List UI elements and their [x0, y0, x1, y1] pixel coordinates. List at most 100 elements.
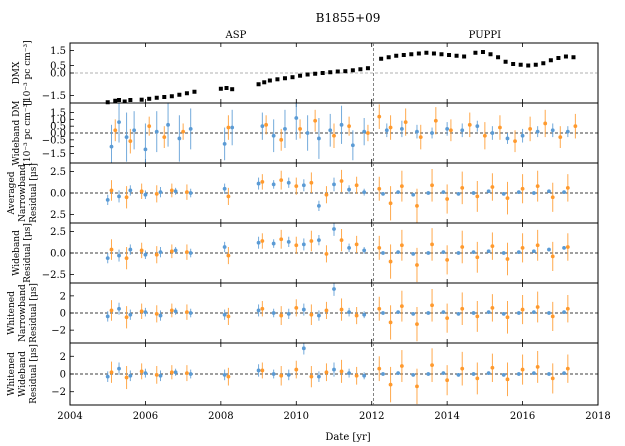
y-tick-label: 2	[60, 352, 66, 363]
series-narrowband	[109, 289, 570, 342]
data-point	[384, 128, 389, 133]
data-point	[260, 239, 265, 243]
y-axis-label: Residual [μs]	[23, 223, 33, 283]
panel-averaged-narrowband-residual: 2.5 0.0 2.5 Averaged Narrowband Residual [μs]	[7, 162, 599, 224]
series-wideband	[105, 283, 566, 322]
data-point	[339, 369, 344, 374]
y-axis-label: Averaged	[7, 171, 17, 215]
data-point	[139, 97, 144, 102]
data-point	[424, 50, 429, 55]
series-narrowband	[109, 169, 570, 223]
data-point	[173, 189, 178, 194]
data-point	[441, 310, 446, 315]
panel-whitened-wideband-residual: 2 0 −2 Whitened Wideband Residual [μs]	[7, 342, 599, 406]
data-point	[113, 128, 118, 133]
data-point	[535, 243, 540, 248]
data-point	[547, 247, 551, 252]
data-point	[226, 314, 231, 319]
data-point	[460, 185, 465, 190]
data-point	[490, 244, 495, 249]
data-point	[362, 312, 367, 317]
data-point	[192, 89, 197, 94]
data-point	[460, 128, 465, 133]
data-point	[456, 311, 461, 316]
data-point	[490, 365, 495, 370]
data-point	[460, 245, 465, 249]
data-point	[298, 127, 302, 131]
data-point	[501, 191, 506, 196]
data-point	[309, 374, 314, 379]
data-point	[475, 194, 480, 199]
data-point	[317, 136, 321, 141]
data-point	[565, 185, 570, 190]
data-point	[366, 131, 370, 135]
data-point	[169, 94, 174, 99]
data-point	[262, 80, 267, 85]
data-point	[471, 250, 476, 255]
y-tick-label: 0.0	[50, 69, 66, 80]
data-point	[565, 306, 570, 311]
data-point	[381, 191, 385, 196]
data-point	[222, 312, 227, 317]
data-point	[226, 125, 231, 130]
data-point	[505, 136, 510, 141]
y-tick-label: 0	[60, 370, 66, 381]
y-axis-label: Wideband	[12, 230, 22, 276]
data-point	[550, 195, 555, 200]
data-point	[358, 67, 363, 72]
y-tick-label: 0.5	[50, 61, 66, 72]
data-point	[128, 188, 133, 193]
data-point	[320, 71, 325, 75]
data-point	[377, 186, 382, 191]
data-point	[169, 249, 174, 254]
series-wideband	[105, 223, 566, 264]
data-point	[226, 194, 231, 199]
data-point	[399, 243, 404, 248]
data-point	[332, 287, 336, 291]
data-point	[173, 248, 178, 253]
y-axis-label: Whitened	[7, 352, 17, 396]
era-label-asp: ASP	[225, 30, 247, 41]
data-point	[324, 192, 329, 197]
data-point	[154, 129, 159, 134]
data-point	[430, 242, 434, 247]
data-point	[184, 91, 189, 96]
data-point	[426, 372, 431, 376]
data-point	[511, 62, 516, 66]
data-point	[313, 118, 318, 123]
data-point	[563, 54, 568, 59]
chart-title: B1855+09	[316, 11, 381, 25]
data-point	[154, 311, 159, 316]
data-point	[418, 135, 423, 139]
data-point	[305, 131, 310, 135]
data-point	[290, 75, 295, 80]
data-point	[230, 87, 235, 92]
data-point	[445, 197, 450, 201]
data-point	[399, 304, 404, 309]
data-point	[188, 251, 193, 255]
data-point	[516, 372, 521, 376]
data-point	[486, 249, 491, 254]
data-point	[256, 181, 261, 186]
data-point	[548, 58, 553, 63]
data-point	[520, 186, 525, 191]
data-point	[562, 190, 566, 195]
data-point	[271, 182, 276, 187]
data-point	[547, 189, 551, 194]
data-point	[520, 133, 525, 138]
panel-frame	[69, 42, 599, 104]
data-point	[154, 191, 159, 196]
data-point	[430, 183, 434, 188]
data-point	[513, 139, 517, 144]
data-point	[294, 367, 299, 372]
data-point	[399, 127, 404, 131]
y-tick-label: 0.5	[50, 122, 66, 133]
data-point	[411, 372, 416, 377]
data-point	[260, 368, 265, 373]
data-point	[117, 194, 121, 199]
data-point	[431, 51, 436, 56]
data-point	[128, 312, 133, 317]
data-point	[305, 72, 310, 77]
panel-whitened-narrowband-residual: 2 0 −2 Whitened Narrowband Residual [μs]	[7, 282, 599, 344]
